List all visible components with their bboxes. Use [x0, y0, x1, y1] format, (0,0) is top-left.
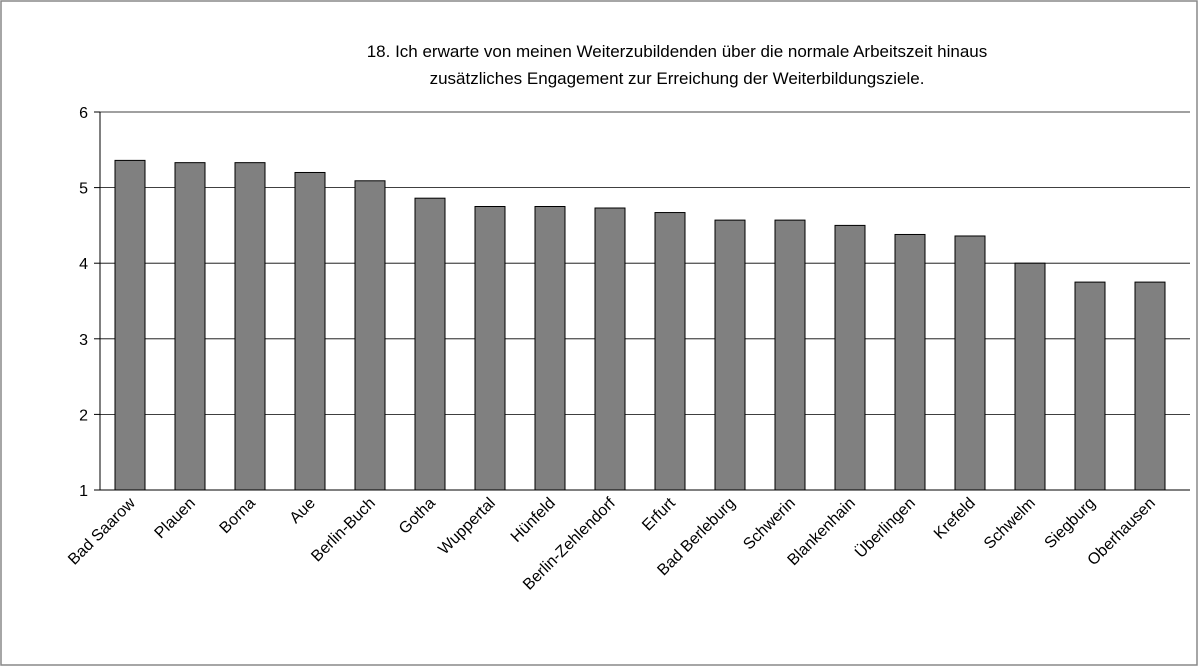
bar	[1074, 281, 1106, 491]
bar	[894, 233, 926, 491]
bar	[174, 162, 206, 491]
bar	[714, 219, 746, 491]
bar	[1134, 281, 1166, 491]
bar	[654, 212, 686, 491]
y-tick-label: 6	[79, 105, 88, 122]
chart-title: 18. Ich erwarte von meinen Weiterzubilde…	[367, 42, 988, 61]
y-tick-label: 4	[79, 256, 88, 273]
bar	[954, 235, 986, 491]
y-tick-label: 3	[79, 332, 88, 349]
bar	[294, 171, 326, 491]
y-tick-label: 5	[79, 181, 88, 198]
bar	[834, 224, 866, 491]
bar	[114, 159, 146, 491]
bar	[234, 162, 266, 491]
y-tick-label: 2	[79, 407, 88, 424]
bar	[774, 219, 806, 491]
bar	[1014, 262, 1046, 491]
bar	[354, 180, 386, 491]
bar	[594, 207, 626, 491]
chart-title: zusätzliches Engagement zur Erreichung d…	[430, 69, 925, 88]
bar	[534, 206, 566, 491]
bar	[414, 197, 446, 491]
y-tick-label: 1	[79, 483, 88, 500]
bar	[474, 206, 506, 491]
